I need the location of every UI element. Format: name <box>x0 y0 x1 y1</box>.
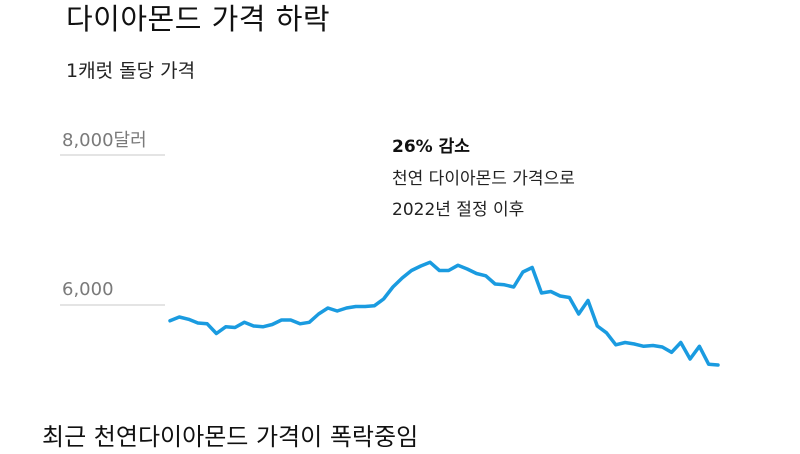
annotation-line-2: 2022년 절정 이후 <box>392 200 524 220</box>
footer-caption: 최근 천연다이아몬드 가격이 폭락중임 <box>42 423 419 451</box>
price-series-line <box>168 260 720 367</box>
annotation-line-1: 천연 다이아몬드 가격으로 <box>392 169 575 189</box>
annotation-headline: 26% 감소 <box>392 137 470 157</box>
y-tick-label-8000: 8,000달러 <box>62 130 147 151</box>
chart-title: 다이아몬드 가격 하락 <box>66 2 331 36</box>
y-tick-label-6000: 6,000 <box>62 279 114 300</box>
chart-subtitle: 1캐럿 돌당 가격 <box>66 60 196 82</box>
